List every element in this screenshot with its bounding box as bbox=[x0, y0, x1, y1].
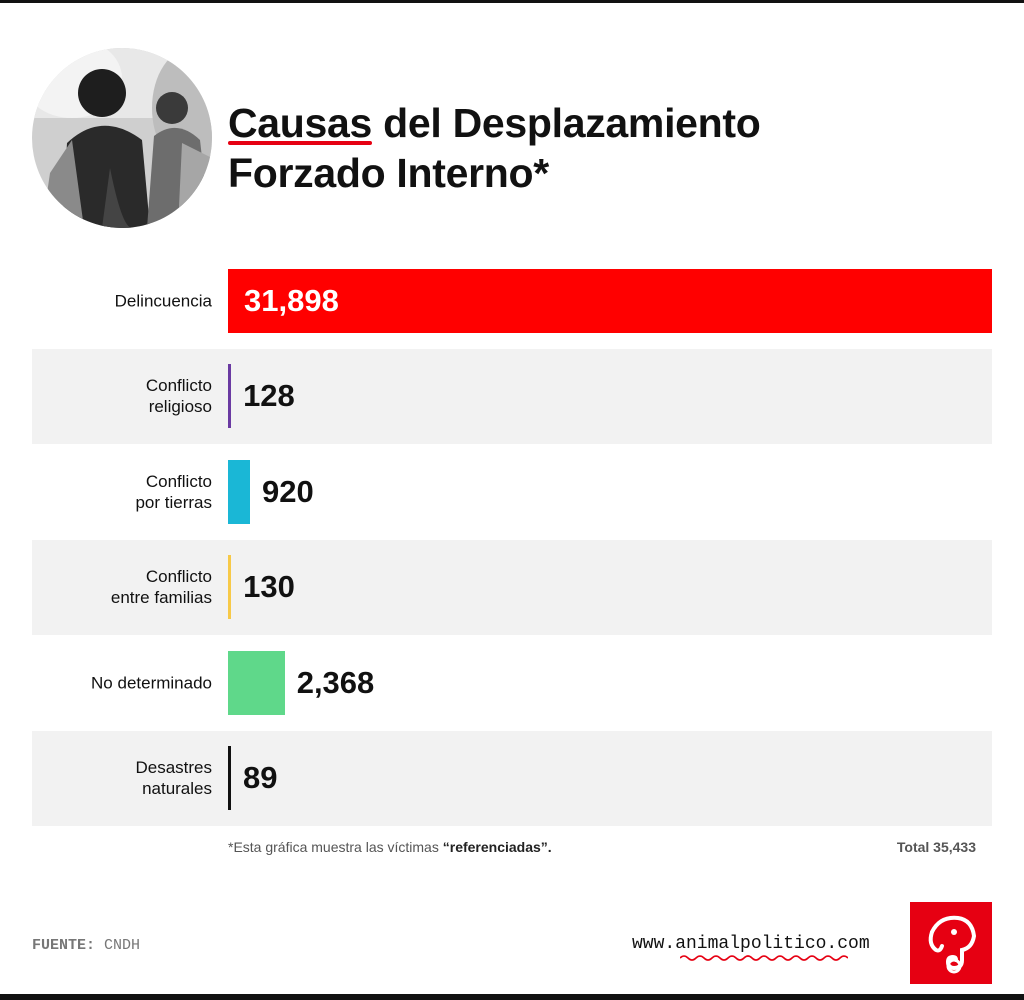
bar bbox=[228, 555, 232, 620]
source-line: FUENTE: CNDH bbox=[32, 937, 140, 954]
footnote-emphasis: “referenciadas”. bbox=[442, 839, 552, 855]
website-url: www.animalpolitico.com bbox=[632, 934, 870, 954]
row-band bbox=[32, 348, 992, 444]
category-label: Conflicto religioso bbox=[145, 376, 212, 417]
footnote: *Esta gráfica muestra las víctimas “refe… bbox=[228, 839, 552, 855]
source-label: FUENTE: bbox=[32, 937, 96, 954]
bar bbox=[228, 364, 232, 429]
people-photo bbox=[32, 48, 212, 228]
row-band bbox=[32, 730, 992, 826]
elephant-logo-icon bbox=[910, 902, 992, 984]
row-band bbox=[32, 539, 992, 635]
value-label: 920 bbox=[262, 473, 314, 509]
value-label: 31,898 bbox=[244, 283, 339, 318]
category-label: Conflicto por tierras bbox=[135, 471, 212, 512]
top-border bbox=[0, 0, 1024, 3]
bottom-border bbox=[0, 994, 1024, 1000]
bar bbox=[228, 650, 285, 715]
chart-title-line1: Causas del Desplazamiento bbox=[228, 98, 761, 148]
bar bbox=[228, 269, 992, 333]
total-label: Total 35,433 bbox=[896, 839, 976, 855]
bar bbox=[228, 459, 251, 524]
chart-title: Causas del Desplazamiento Forzado Intern… bbox=[228, 98, 761, 198]
bar bbox=[228, 746, 231, 810]
category-label: Delincuencia bbox=[114, 291, 212, 311]
value-label: 89 bbox=[243, 760, 278, 795]
category-label: No determinado bbox=[91, 673, 212, 693]
category-label: Desastres naturales bbox=[135, 758, 212, 798]
value-label: 130 bbox=[243, 569, 295, 605]
category-label: Conflicto entre familias bbox=[110, 567, 212, 608]
footnote-text: *Esta gráfica muestra las víctimas bbox=[228, 839, 443, 855]
value-label: 2,368 bbox=[296, 664, 375, 700]
wavy-underline-icon bbox=[680, 955, 848, 961]
title-highlight: Causas bbox=[228, 100, 373, 146]
title-line1-rest: del Desplazamiento bbox=[372, 100, 761, 146]
value-label: 128 bbox=[243, 378, 295, 414]
chart-title-line2: Forzado Interno* bbox=[228, 150, 549, 196]
source-value: CNDH bbox=[104, 937, 141, 954]
